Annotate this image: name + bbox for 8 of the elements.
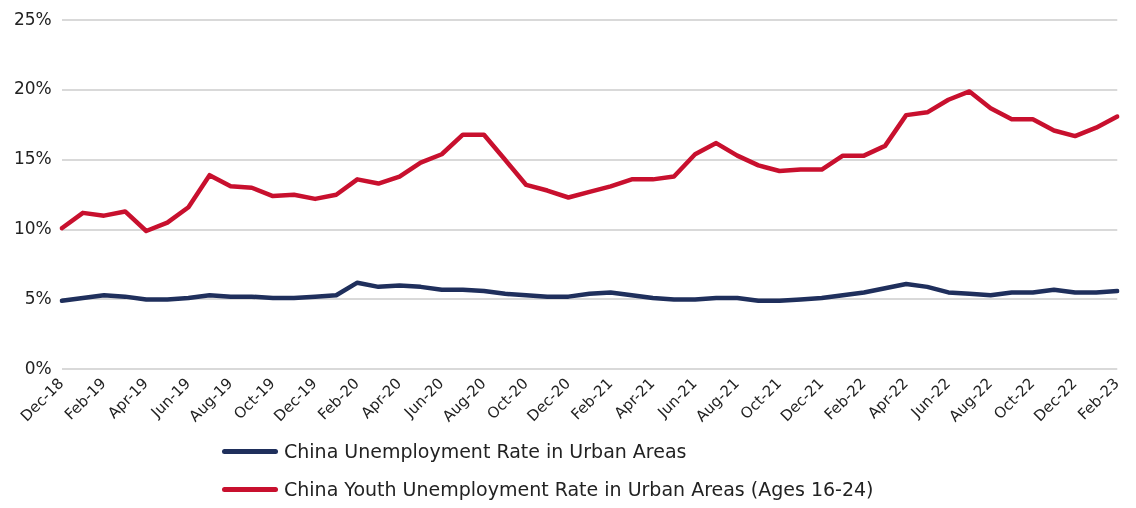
y-tick-label: 0% [24,357,52,378]
legend-label: China Unemployment Rate in Urban Areas [284,440,687,462]
y-tick-label: 15% [13,148,52,169]
legend-label: China Youth Unemployment Rate in Urban Areas (Ages 16-24) [284,478,874,500]
y-tick-label: 20% [13,78,52,99]
y-tick-label: 5% [24,287,52,308]
y-tick-label: 10% [13,218,52,239]
y-tick-label: 25% [13,8,52,29]
